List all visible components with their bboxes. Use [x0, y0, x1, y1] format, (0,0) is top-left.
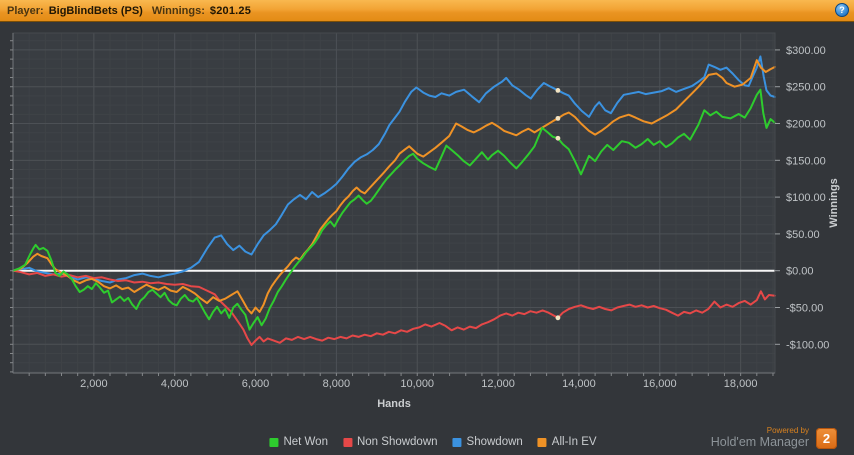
plot-area[interactable]	[13, 33, 775, 373]
y-tick-label: $250.00	[786, 82, 826, 94]
x-axis-title: Hands	[377, 398, 411, 410]
x-tick-label: 18,000	[724, 378, 758, 390]
winnings-value: $201.25	[209, 4, 252, 17]
player-name: BigBlindBets (PS)	[48, 4, 143, 17]
legend-swatch-all-in-ev	[537, 437, 547, 447]
y-tick-label: -$50.00	[786, 303, 823, 315]
x-tick-label: 10,000	[400, 378, 434, 390]
x-tick-label: 16,000	[643, 378, 677, 390]
brand-name: Hold'em Manager	[710, 435, 809, 450]
hover-marker-net-won	[555, 135, 561, 141]
y-tick-label: $200.00	[786, 119, 826, 131]
legend-swatch-showdown	[452, 437, 462, 447]
title-bar: Player: BigBlindBets (PS) Winnings: $201…	[0, 0, 854, 22]
legend-item-non-showdown: Non Showdown	[342, 436, 438, 448]
hover-marker-showdown	[555, 88, 561, 93]
hover-marker-all-in-ev	[555, 115, 561, 121]
legend-item-all-in-ev: All-In EV	[537, 436, 597, 448]
help-icon[interactable]: ?	[835, 3, 849, 17]
hm2-badge-icon: 2	[816, 428, 837, 450]
y-tick-label: $50.00	[786, 229, 820, 241]
legend-item-showdown: Showdown	[452, 436, 523, 448]
x-tick-label: 6,000	[242, 378, 270, 390]
y-tick-label: $150.00	[786, 155, 826, 167]
legend-swatch-non-showdown	[342, 437, 352, 447]
hover-marker-non-showdown	[555, 315, 561, 321]
legend-swatch-net-won	[269, 437, 279, 447]
y-tick-label: $0.00	[786, 266, 814, 278]
series-line-all-in-ev	[12, 59, 776, 315]
y-tick-label: -$100.00	[786, 339, 829, 351]
series-line-non-showdown	[12, 269, 776, 346]
legend-label-showdown: Showdown	[466, 436, 523, 448]
legend-label-net-won: Net Won	[283, 436, 328, 448]
x-tick-label: 12,000	[481, 378, 515, 390]
y-tick-label: $300.00	[786, 45, 826, 57]
x-tick-label: 14,000	[562, 378, 596, 390]
powered-by-label: Powered by	[766, 426, 809, 436]
legend-label-all-in-ev: All-In EV	[551, 436, 597, 448]
y-axis-title: Winnings	[828, 178, 840, 227]
x-tick-label: 8,000	[323, 378, 351, 390]
winnings-label: Winnings:	[151, 4, 205, 17]
y-tick-label: $100.00	[786, 192, 826, 204]
x-tick-label: 2,000	[80, 378, 108, 390]
player-label: Player:	[7, 4, 44, 17]
legend-item-net-won: Net Won	[269, 436, 328, 448]
chart-legend: Net Won Non Showdown Showdown All-In EV	[269, 436, 597, 448]
series-line-showdown	[12, 55, 776, 284]
legend-label-non-showdown: Non Showdown	[356, 436, 438, 448]
winnings-chart[interactable]: 2,000 4,000 6,000 8,000 10,000 12,000 14,000 16…	[0, 22, 854, 455]
powered-by-brand: Powered by Hold'em Manager 2	[711, 427, 837, 450]
x-tick-label: 4,000	[161, 378, 189, 390]
series-line-net-won	[12, 88, 776, 331]
